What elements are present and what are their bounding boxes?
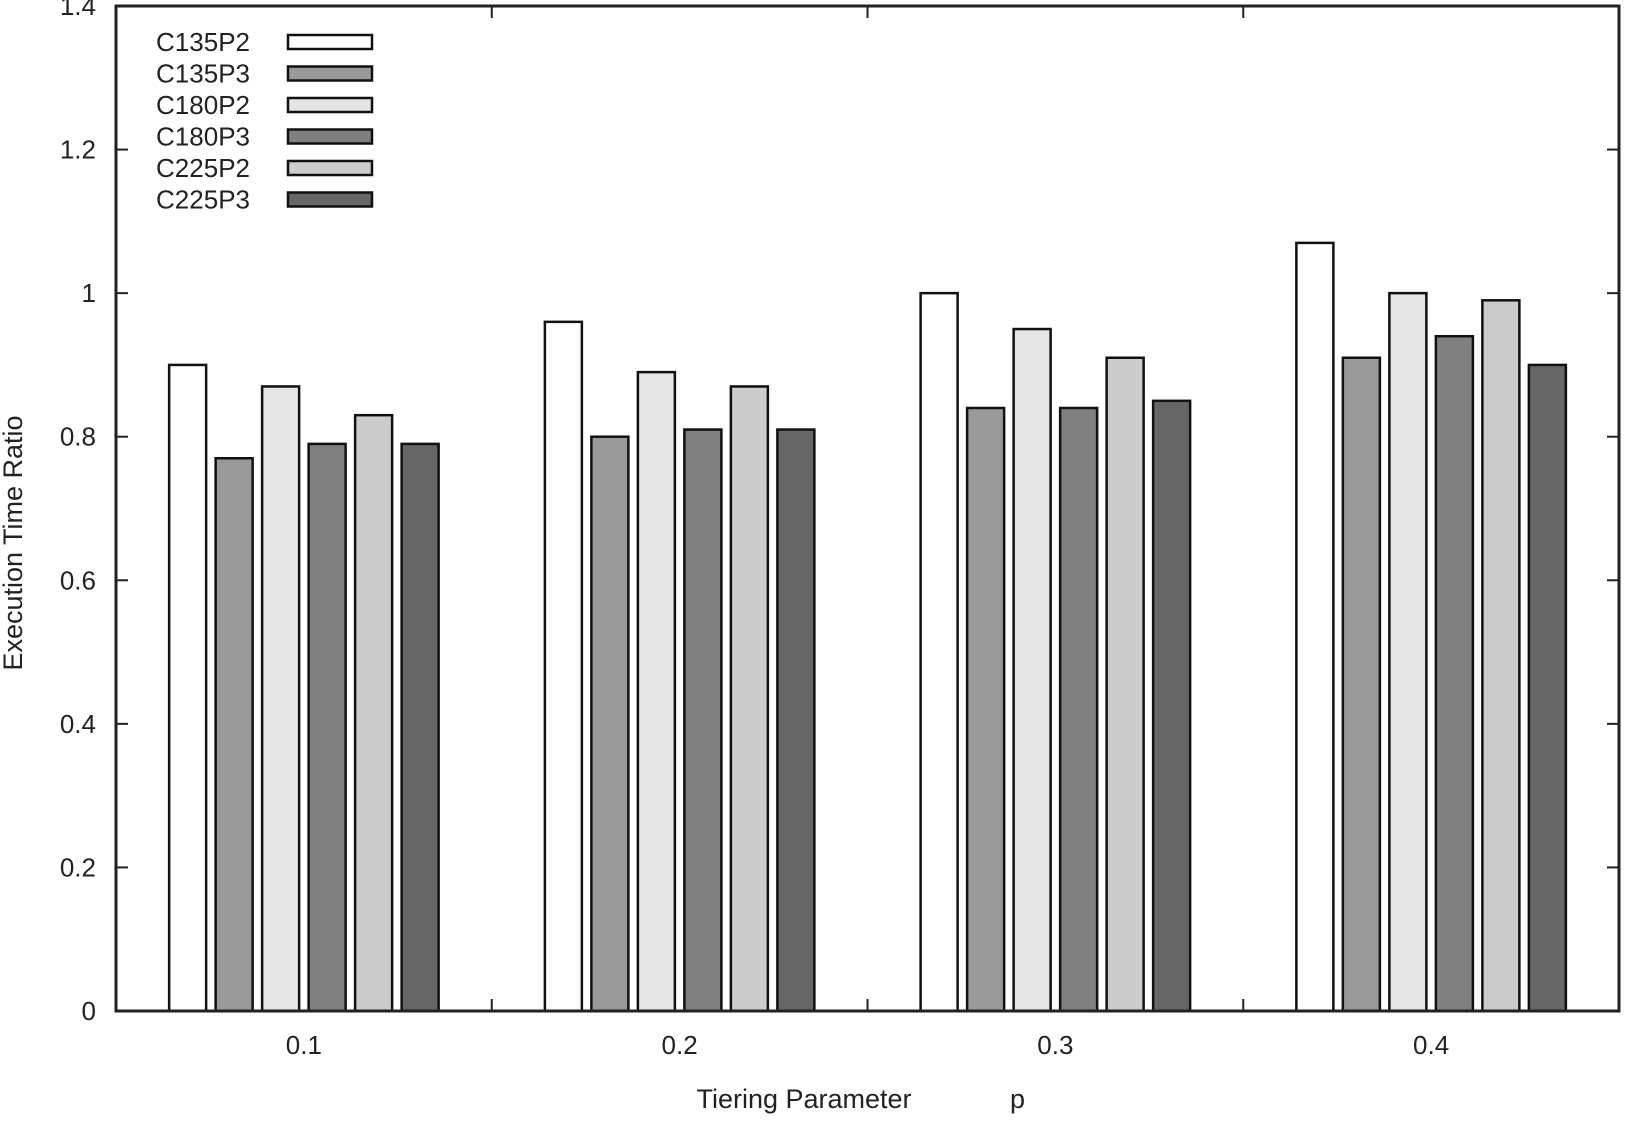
bar-c225p2-0_1: [353, 413, 394, 1013]
legend-swatch: [286, 159, 374, 177]
x-axis-variable: p: [1010, 1084, 1025, 1114]
bar-c135p2-0_1: [167, 363, 208, 1013]
bar-c180p2-0_3: [1012, 327, 1052, 1013]
bar-c225p3-0_2: [776, 428, 816, 1013]
bar-c225p2-0_2: [729, 385, 770, 1013]
y-tick-label: 0.4: [60, 709, 96, 739]
x-axis-title: Tiering Parameter: [696, 1084, 911, 1114]
y-tick-label: 1: [82, 278, 96, 308]
legend-swatch: [286, 191, 374, 208]
legend-label: C135P3: [156, 59, 250, 89]
y-axis-title: Execution Time Ratio: [0, 415, 28, 670]
legend-swatch: [286, 33, 374, 51]
legend-label: C225P2: [156, 153, 250, 183]
bar-c180p3-0_2: [683, 428, 723, 1013]
y-tick-label: 0.2: [60, 852, 96, 882]
y-tick-label: 1.2: [60, 135, 96, 165]
bar-c180p2-0_1: [260, 385, 301, 1013]
bar-c135p3-0_4: [1341, 356, 1382, 1013]
y-tick-label: 0.8: [60, 422, 96, 452]
bar-c225p2-0_4: [1481, 299, 1521, 1013]
bar-c135p2-0_3: [919, 291, 959, 1013]
legend-swatch: [286, 128, 374, 145]
y-tick-label: 0: [82, 996, 96, 1026]
ticks-layer: 0 0.2 0.4 0.6 0.8 1 1.2 1.4 0.1 0.2 0.3 0.4: [60, 0, 1619, 1060]
x-tick-label: 0.2: [662, 1030, 698, 1060]
bar-c135p3-0_3: [965, 406, 1006, 1013]
legend-label: C225P3: [156, 185, 250, 215]
legend-label: C135P2: [156, 27, 250, 57]
bar-c135p3-0_1: [214, 457, 254, 1013]
bar-c135p2-0_4: [1295, 241, 1335, 1013]
legend-swatch: [286, 96, 374, 114]
legend-label: C180P3: [156, 122, 250, 152]
bar-c225p3-0_1: [400, 442, 440, 1013]
bar-c225p2-0_3: [1105, 356, 1145, 1013]
x-tick-label: 0.3: [1037, 1030, 1073, 1060]
bar-c180p3-0_4: [1434, 334, 1475, 1013]
bar-c180p2-0_2: [636, 370, 677, 1013]
bar-c180p3-0_3: [1058, 406, 1099, 1013]
bar-c180p2-0_4: [1388, 291, 1428, 1013]
bar-c225p3-0_4: [1527, 363, 1568, 1013]
x-tick-label: 0.1: [286, 1030, 322, 1060]
bar-c225p3-0_3: [1151, 399, 1192, 1013]
bars-layer: [167, 241, 1568, 1013]
bar-c180p3-0_1: [307, 442, 347, 1013]
legend-label: C180P2: [156, 90, 250, 120]
x-tick-label: 0.4: [1413, 1030, 1449, 1060]
bar-c135p2-0_2: [543, 320, 584, 1013]
legend-swatch: [286, 65, 374, 82]
y-tick-label: 0.6: [60, 565, 96, 595]
bar-c135p3-0_2: [590, 435, 630, 1013]
y-tick-label: 1.4: [60, 0, 96, 21]
